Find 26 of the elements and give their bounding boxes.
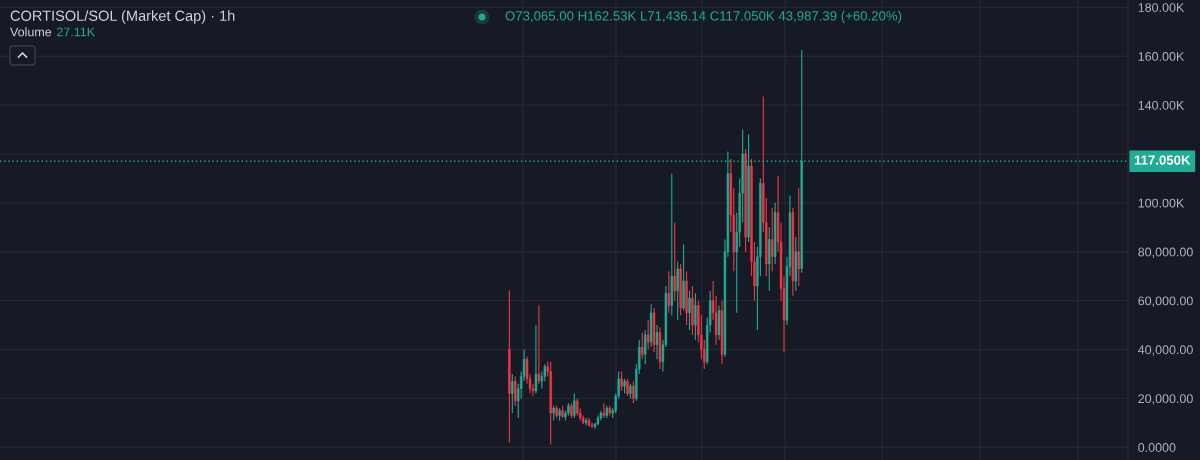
candlestick: [514, 375, 517, 407]
y-tick-label: 80,000.00: [1138, 247, 1193, 258]
y-tick-label: 60,000.00: [1138, 296, 1193, 307]
text: CORTISOL/SOL (Market Cap) · 1h: [10, 10, 235, 24]
y-tick-label: 0.0000: [1138, 443, 1176, 452]
text: O73,065.00 H162.53K L71,436.14 C117.050K 43,987.39 (+60.20%): [505, 10, 902, 24]
y-tick-label: 180.00K: [1138, 3, 1185, 12]
candlestick: [620, 370, 623, 392]
candlestick: [632, 380, 635, 404]
ref-line-label: 117.050K: [1134, 155, 1191, 165]
candlestick: [646, 319, 650, 351]
annotation: Volume 27.11K: [10, 27, 95, 37]
y-tick-label: 100.00K: [1138, 198, 1185, 208]
candlestick: [641, 331, 644, 360]
candlestick: [688, 290, 691, 331]
candlestick: [537, 304, 541, 385]
candlestick: [655, 324, 659, 360]
candlestick: [644, 329, 647, 365]
candlestick: [797, 187, 800, 287]
candlestick: [676, 260, 679, 321]
y-tick-label: 140.00K: [1138, 100, 1185, 110]
candlestick: [673, 221, 676, 302]
y-tick-label: 20,000.00: [1138, 394, 1193, 405]
y-tick-label: 160.00K: [1138, 52, 1185, 61]
y-tick-label: 40,000.00: [1138, 345, 1193, 356]
candlestick: [623, 378, 626, 395]
